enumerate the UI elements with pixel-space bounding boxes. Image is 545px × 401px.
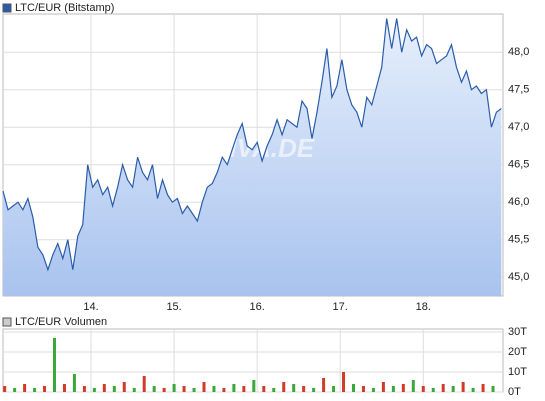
volume-bar: [411, 380, 415, 392]
volume-bar: [391, 386, 395, 392]
volume-bar: [162, 388, 166, 392]
y-tick-label: 30T: [508, 326, 527, 338]
volume-bar: [401, 384, 405, 392]
x-tick-label: 18.: [416, 301, 431, 313]
volume-bar: [92, 388, 96, 392]
volume-bar: [242, 386, 246, 392]
y-tick-label: 47,0: [508, 121, 529, 133]
volume-bar: [461, 382, 465, 392]
volume-bar: [212, 386, 216, 392]
volume-bar: [192, 388, 196, 392]
volume-bar: [82, 386, 86, 392]
volume-bar: [202, 382, 206, 392]
x-tick-label: 15.: [166, 301, 181, 313]
line: [2, 18, 502, 272]
y-tick-label: 47,5: [508, 84, 529, 96]
volume-bar: [491, 386, 495, 392]
volume-bar: [182, 386, 186, 392]
volume-bar: [471, 388, 475, 392]
volume-bar: [252, 380, 256, 392]
volume-bar: [322, 378, 326, 392]
legend-swatch: [2, 317, 12, 327]
volume-bar: [33, 388, 37, 392]
volume-bar: [23, 384, 27, 392]
volume-bar: [312, 388, 316, 392]
volume-bar: [52, 338, 56, 392]
volume-bar: [102, 384, 106, 392]
volume-bar: [122, 382, 126, 392]
volume-bar: [72, 374, 76, 392]
volume-bar: [222, 388, 226, 392]
volume-bar: [43, 386, 47, 392]
volume-bar: [172, 384, 176, 392]
volume-bar: [292, 384, 296, 392]
volume-bar: [232, 384, 236, 392]
y-tick-label: 20T: [508, 346, 527, 358]
volume-bar: [481, 384, 485, 392]
volume-bar: [13, 388, 17, 392]
volume-bar: [112, 386, 116, 392]
y-tick-label: 46,5: [508, 159, 529, 171]
volume-bar: [142, 376, 146, 392]
y-tick-label: 0T: [508, 386, 521, 398]
volume-bar: [272, 388, 276, 392]
volume-bar: [132, 388, 136, 392]
volume-bar: [62, 384, 66, 392]
x-tick-label: 14.: [83, 301, 98, 313]
chart-title: LTC/EUR (Bitstamp): [15, 2, 114, 14]
y-tick-label: 45,0: [508, 271, 529, 283]
volume-bar: [431, 388, 435, 392]
volume-bar: [381, 382, 385, 392]
volume-bar: [302, 386, 306, 392]
y-tick-label: 48,0: [508, 46, 529, 58]
x-tick-label: 16.: [250, 301, 265, 313]
volume-bar: [262, 386, 266, 392]
volume-bar: [332, 386, 336, 392]
volume-bar: [152, 386, 156, 392]
y-tick-label: 10T: [508, 366, 527, 378]
volume-bar: [3, 386, 7, 392]
chart-title: LTC/EUR Volumen: [15, 316, 107, 328]
volume-bar: [342, 372, 346, 392]
volume-bar: [451, 386, 455, 392]
volume-bar: [371, 388, 375, 392]
x-tick-label: 17.: [333, 301, 348, 313]
volume-bar: [421, 386, 425, 392]
volume-bar: [441, 384, 445, 392]
legend-swatch: [2, 3, 12, 13]
y-tick-label: 45,5: [508, 234, 529, 246]
volume-bar: [351, 384, 355, 392]
volume-bar: [282, 382, 286, 392]
volume-bar: [361, 386, 365, 392]
y-tick-label: 46,0: [508, 196, 529, 208]
